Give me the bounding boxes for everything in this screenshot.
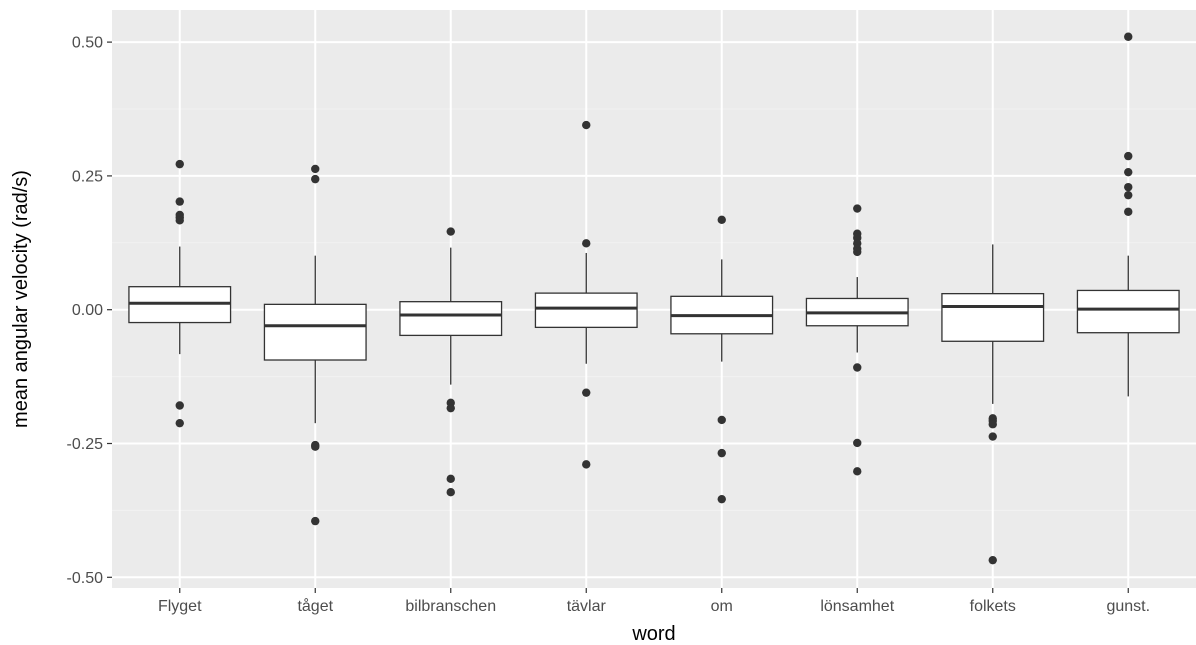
outlier-point bbox=[175, 197, 184, 206]
boxes bbox=[128, 32, 1180, 565]
outlier-point bbox=[988, 420, 997, 429]
outlier-point bbox=[853, 363, 862, 372]
iqr-box bbox=[941, 292, 1045, 342]
outlier-point bbox=[853, 467, 862, 476]
x-tick-label: tåget bbox=[297, 597, 333, 615]
box-tåget bbox=[263, 164, 367, 526]
outlier-point bbox=[1124, 182, 1133, 192]
outlier-point bbox=[582, 120, 591, 130]
y-tick-label: 0.50 bbox=[72, 35, 103, 52]
x-tick-label: gunst. bbox=[1106, 598, 1150, 615]
outlier-point bbox=[175, 401, 184, 410]
outlier-point bbox=[582, 460, 591, 469]
x-tick-label: tävlar bbox=[567, 598, 607, 615]
box-lönsamhet bbox=[805, 204, 909, 476]
outlier-point bbox=[853, 247, 862, 257]
outlier-point bbox=[446, 488, 455, 497]
outlier-point bbox=[988, 555, 997, 565]
outlier-point bbox=[175, 159, 184, 169]
box-om bbox=[670, 215, 774, 504]
iqr-box bbox=[534, 292, 638, 329]
x-tick-label: bilbranschen bbox=[405, 598, 496, 615]
y-tick-label: 0.00 bbox=[72, 302, 103, 319]
y-tick-label: -0.50 bbox=[67, 570, 104, 587]
outlier-point bbox=[1124, 167, 1133, 177]
outlier-point bbox=[311, 164, 320, 174]
outlier-point bbox=[446, 403, 455, 413]
outlier-point bbox=[175, 216, 184, 225]
outlier-point bbox=[1124, 151, 1133, 161]
y-axis: 0.50 0.25 0.00 -0.25 -0.50 bbox=[67, 35, 112, 587]
outlier-point bbox=[717, 494, 726, 504]
outlier-point bbox=[311, 174, 320, 184]
x-tick-label: Flyget bbox=[158, 598, 202, 615]
outlier-point bbox=[582, 239, 591, 248]
outlier-point bbox=[717, 215, 726, 224]
x-tick-label: folkets bbox=[970, 598, 1016, 615]
outlier-point bbox=[1124, 207, 1133, 216]
outlier-point bbox=[446, 227, 455, 236]
y-tick-label: 0.25 bbox=[72, 168, 103, 185]
outlier-point bbox=[853, 204, 862, 213]
outlier-point bbox=[311, 442, 320, 451]
outlier-point bbox=[446, 474, 455, 484]
outlier-point bbox=[717, 448, 726, 458]
outlier-point bbox=[1124, 190, 1133, 200]
box-Flyget bbox=[128, 159, 232, 428]
outlier-point bbox=[311, 516, 320, 526]
box-gunst. bbox=[1076, 32, 1180, 397]
box-bilbranschen bbox=[399, 227, 503, 497]
iqr-box bbox=[1076, 289, 1180, 334]
outlier-point bbox=[717, 415, 726, 425]
box-tävlar bbox=[534, 120, 638, 469]
outlier-point bbox=[1124, 32, 1133, 41]
y-tick-label: -0.25 bbox=[67, 436, 104, 453]
outlier-point bbox=[988, 432, 997, 441]
y-axis-title: mean angular velocity (rad/s) bbox=[10, 170, 32, 428]
outlier-point bbox=[853, 438, 862, 448]
x-axis-title: word bbox=[631, 623, 675, 645]
iqr-box bbox=[399, 301, 503, 337]
x-tick-label: om bbox=[711, 598, 733, 615]
iqr-box bbox=[263, 303, 367, 361]
outlier-point bbox=[582, 388, 591, 397]
x-axis: Flyget tåget bilbranschen tävlar om lönsamhet… bbox=[158, 588, 1150, 615]
box-folkets bbox=[941, 244, 1045, 565]
x-tick-label: lönsamhet bbox=[820, 598, 894, 615]
outlier-point bbox=[175, 418, 184, 428]
